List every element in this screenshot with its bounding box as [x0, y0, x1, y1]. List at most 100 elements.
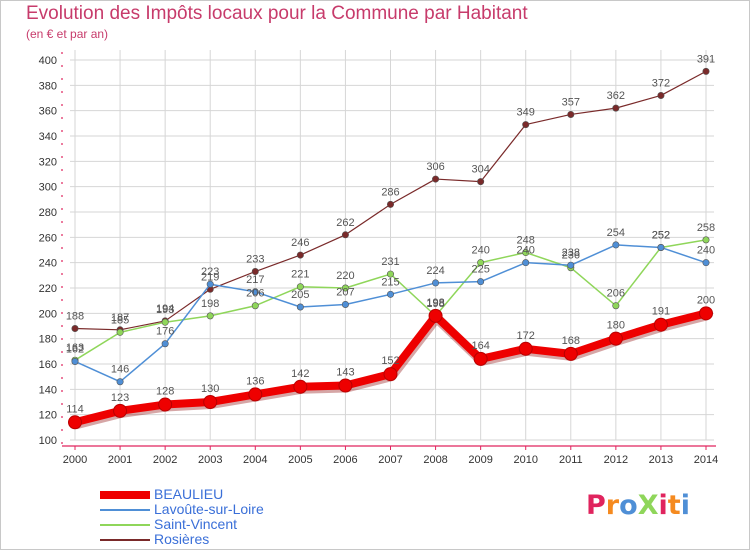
- x-tick-label: 2002: [153, 454, 177, 466]
- data-point-beaulieu: [699, 306, 713, 321]
- data-label-lavoute-sur-loire: 217: [246, 274, 264, 286]
- data-label-beaulieu: 123: [111, 392, 129, 404]
- data-point-lavoute-sur-loire: [71, 357, 79, 365]
- x-tick-label: 2009: [468, 454, 492, 466]
- data-label-saint-vincent: 240: [471, 245, 489, 257]
- data-point-beaulieu: [608, 331, 623, 346]
- y-tick-label: 140: [39, 384, 57, 396]
- data-point-saint-vincent: [341, 284, 349, 292]
- data-label-lavoute-sur-loire: 254: [607, 227, 625, 239]
- data-point-rosieres: [432, 175, 440, 183]
- data-label-lavoute-sur-loire: 162: [66, 343, 84, 355]
- legend-item-lavoute: Lavoûte-sur-Loire: [100, 501, 400, 517]
- data-label-beaulieu: 164: [471, 340, 489, 352]
- data-label-saint-vincent: 221: [291, 269, 309, 281]
- legend-label-rosieres: Rosières: [154, 531, 210, 547]
- logo-letter: i: [680, 490, 690, 521]
- x-tick-label: 2012: [604, 454, 628, 466]
- data-point-rosieres: [386, 200, 394, 208]
- y-tick-label: 400: [39, 55, 57, 67]
- data-label-lavoute-sur-loire: 223: [201, 266, 219, 278]
- legend-swatch-lavoute: [100, 509, 150, 511]
- data-label-beaulieu: 142: [291, 368, 309, 380]
- y-tick-label: 340: [39, 131, 57, 143]
- data-label-beaulieu: 168: [562, 335, 580, 347]
- data-point-beaulieu: [338, 378, 353, 393]
- data-label-rosieres: 188: [66, 311, 84, 323]
- data-label-saint-vincent: 248: [517, 235, 535, 247]
- data-point-lavoute-sur-loire: [116, 378, 124, 386]
- proxiti-logo: ProXiti: [586, 490, 690, 521]
- data-point-lavoute-sur-loire: [251, 288, 259, 296]
- data-label-saint-vincent: 198: [426, 298, 444, 310]
- data-label-lavoute-sur-loire: 240: [697, 245, 715, 257]
- data-point-beaulieu: [383, 367, 398, 382]
- data-label-rosieres: 362: [607, 90, 625, 102]
- data-point-lavoute-sur-loire: [206, 280, 214, 288]
- y-tick-label: 300: [39, 182, 57, 194]
- data-point-saint-vincent: [116, 328, 124, 336]
- legend-item-beaulieu: BEAULIEU: [100, 486, 400, 502]
- data-label-lavoute-sur-loire: 225: [471, 264, 489, 276]
- x-tick-label: 2005: [288, 454, 312, 466]
- data-label-saint-vincent: 252: [652, 229, 670, 241]
- data-point-beaulieu: [563, 346, 578, 361]
- data-point-lavoute-sur-loire: [702, 259, 710, 267]
- x-tick-label: 2013: [649, 454, 673, 466]
- data-point-saint-vincent: [477, 259, 485, 267]
- data-point-rosieres: [522, 121, 530, 129]
- legend-label-saint-vincent: Saint-Vincent: [154, 516, 238, 532]
- data-label-lavoute-sur-loire: 224: [426, 265, 444, 277]
- data-point-lavoute-sur-loire: [657, 243, 665, 251]
- data-label-beaulieu: 136: [246, 375, 264, 387]
- chart-subtitle: (en € et par an): [26, 27, 109, 41]
- data-point-beaulieu: [68, 415, 82, 430]
- data-label-rosieres: 246: [291, 237, 309, 249]
- data-label-rosieres: 187: [111, 312, 129, 324]
- data-label-rosieres: 357: [562, 96, 580, 108]
- logo-letter: t: [667, 490, 681, 521]
- data-label-rosieres: 219: [201, 271, 219, 283]
- data-label-beaulieu: 128: [156, 386, 174, 398]
- data-point-lavoute-sur-loire: [612, 241, 620, 249]
- x-tick-label: 2003: [198, 454, 222, 466]
- x-tick-label: 2006: [333, 454, 357, 466]
- x-tick-label: 2004: [243, 454, 267, 466]
- data-label-saint-vincent: 206: [246, 288, 264, 300]
- data-point-saint-vincent: [612, 302, 620, 310]
- data-point-beaulieu: [248, 387, 263, 402]
- data-label-rosieres: 262: [336, 217, 354, 229]
- y-tick-label: 260: [39, 232, 57, 244]
- logo-letter: r: [605, 490, 620, 521]
- x-tick-label: 2000: [63, 454, 87, 466]
- data-label-saint-vincent: 185: [111, 314, 129, 326]
- x-tick-label: 2007: [378, 454, 402, 466]
- data-label-saint-vincent: 198: [201, 298, 219, 310]
- data-label-beaulieu: 114: [66, 403, 84, 415]
- data-label-saint-vincent: 231: [381, 256, 399, 268]
- y-tick-label: 100: [39, 435, 57, 447]
- data-point-rosieres: [567, 110, 575, 118]
- y-tick-label: 220: [39, 283, 57, 295]
- data-label-saint-vincent: 163: [66, 342, 84, 354]
- y-tick-label: 200: [39, 308, 57, 320]
- data-point-lavoute-sur-loire: [567, 261, 575, 269]
- legend-swatch-rosieres: [100, 539, 150, 541]
- data-label-lavoute-sur-loire: 146: [111, 364, 129, 376]
- data-label-beaulieu: 200: [697, 294, 715, 306]
- data-point-saint-vincent: [296, 283, 304, 291]
- data-point-rosieres: [71, 325, 79, 333]
- data-point-saint-vincent: [161, 318, 169, 326]
- data-label-beaulieu: 172: [517, 330, 535, 342]
- chart-title: Evolution des Impôts locaux pour la Comm…: [26, 3, 528, 24]
- data-point-lavoute-sur-loire: [386, 290, 394, 298]
- data-point-lavoute-sur-loire: [432, 279, 440, 287]
- data-label-lavoute-sur-loire: 238: [562, 247, 580, 259]
- y-tick-label: 280: [39, 207, 57, 219]
- y-tick-label: 120: [39, 410, 57, 422]
- data-point-rosieres: [341, 231, 349, 239]
- data-point-rosieres: [612, 104, 620, 112]
- data-point-saint-vincent: [386, 270, 394, 278]
- y-tick-label: 360: [39, 106, 57, 118]
